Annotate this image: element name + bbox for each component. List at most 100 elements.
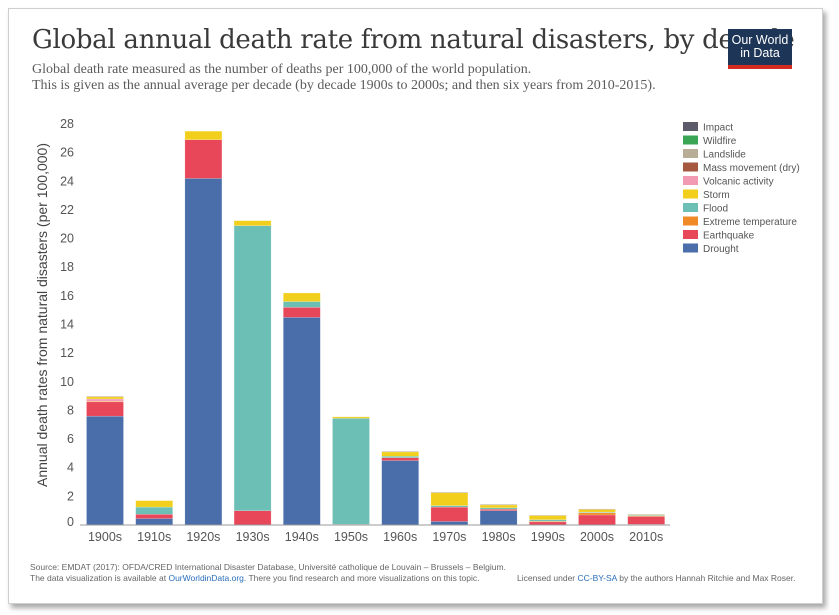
y-tick-label: 18 bbox=[60, 260, 74, 274]
x-tick-label: 1950s bbox=[334, 530, 368, 544]
bar-segment-1900s-drought[interactable] bbox=[86, 415, 124, 526]
legend-swatch-flood[interactable] bbox=[683, 203, 698, 212]
bar-segment-1960s-storm[interactable] bbox=[381, 451, 419, 457]
bar-segment-1900s-landslide[interactable] bbox=[86, 395, 124, 398]
x-tick-label: 1920s bbox=[186, 530, 220, 544]
bar-segment-1970s-storm[interactable] bbox=[430, 492, 469, 506]
y-tick-label: 4 bbox=[67, 461, 74, 475]
y-tick-label: 20 bbox=[60, 232, 74, 246]
x-tick-label: 1960s bbox=[383, 530, 417, 544]
bar-segment-1960s-earthquake[interactable] bbox=[381, 457, 419, 461]
legend-label[interactable]: Earthquake bbox=[703, 231, 755, 242]
bar-segment-1900s-volcanic-activity[interactable] bbox=[86, 398, 124, 402]
legend-swatch-wildfire[interactable] bbox=[683, 135, 698, 145]
legend-swatch-landslide[interactable] bbox=[683, 149, 698, 158]
legend-label[interactable]: Volcanic activity bbox=[703, 177, 774, 188]
y-tick-label: 16 bbox=[60, 289, 74, 303]
bar-segment-1900s-earthquake[interactable] bbox=[86, 401, 124, 417]
bar-segment-1970s-landslide[interactable] bbox=[430, 491, 469, 494]
bar-segment-2000s-earthquake[interactable] bbox=[578, 514, 616, 526]
legend-swatch-mass-movement-dry-[interactable] bbox=[683, 162, 698, 172]
legend-label[interactable]: Wildfire bbox=[703, 136, 737, 147]
legend-label[interactable]: Drought bbox=[703, 244, 739, 255]
bar-segment-1980s-drought[interactable] bbox=[479, 510, 518, 526]
bar-segment-1900s-storm[interactable] bbox=[86, 396, 124, 400]
bar-segment-1930s-storm[interactable] bbox=[233, 220, 272, 226]
logo-line2: in Data bbox=[740, 46, 780, 60]
availability-suffix: . There you find research and more visua… bbox=[243, 573, 480, 583]
bar-segment-2010s-landslide[interactable] bbox=[627, 514, 665, 516]
source-note: Source: EMDAT (2017): OFDA/CRED Internat… bbox=[30, 562, 506, 572]
bar-segment-1990s-landslide[interactable] bbox=[529, 514, 567, 516]
bar-segment-1960s-landslide[interactable] bbox=[381, 450, 419, 453]
legend-label[interactable]: Extreme temperature bbox=[703, 217, 797, 228]
bar-segment-1980s-landslide[interactable] bbox=[479, 503, 518, 506]
y-axis-label: Annual death rates from natural disaster… bbox=[34, 143, 50, 487]
license-suffix: by the authors Hannah Ritchie and Max Ro… bbox=[616, 573, 796, 583]
bar-segment-1910s-flood[interactable] bbox=[135, 506, 173, 515]
bar-segment-2010s-earthquake[interactable] bbox=[627, 516, 665, 525]
bars bbox=[86, 130, 665, 526]
bar-segment-2000s-extreme-temperature[interactable] bbox=[578, 512, 616, 516]
bar-segment-1950s-storm[interactable] bbox=[332, 416, 370, 419]
legend: Impact Wildfire Landslide Mass movement (dr… bbox=[683, 122, 800, 255]
bar-segment-1940s-flood[interactable] bbox=[283, 301, 321, 308]
legend-swatch-extreme-temperature[interactable] bbox=[683, 216, 698, 226]
bar-segment-1930s-flood[interactable] bbox=[233, 225, 272, 511]
chart-subtitle-line2: This is given as the annual average per … bbox=[32, 78, 656, 93]
x-axis: 1900s 1910s 1920s 1930s 1940s 1950s 1960s 1970s… bbox=[80, 524, 670, 544]
legend-label[interactable]: Flood bbox=[703, 204, 728, 215]
bar-segment-1950s-flood[interactable] bbox=[332, 418, 370, 525]
license-note: Licensed under CC-BY-SA by the authors H… bbox=[517, 573, 795, 583]
legend-label[interactable]: Landslide bbox=[703, 150, 746, 161]
x-tick-label: 1900s bbox=[88, 530, 122, 544]
legend-label[interactable]: Mass movement (dry) bbox=[703, 163, 800, 174]
bar-segment-1920s-storm[interactable] bbox=[184, 130, 223, 141]
y-tick-label: 12 bbox=[60, 346, 74, 360]
bar-segment-1980s-storm[interactable] bbox=[479, 504, 518, 509]
bar-segment-1940s-drought[interactable] bbox=[283, 317, 321, 526]
bar-segment-1970s-drought[interactable] bbox=[430, 521, 469, 526]
bar-segment-1920s-drought[interactable] bbox=[184, 178, 223, 526]
legend-swatch-volcanic-activity[interactable] bbox=[683, 176, 698, 185]
bar-segment-1960s-drought[interactable] bbox=[381, 460, 419, 526]
legend-swatch-earthquake[interactable] bbox=[683, 230, 698, 239]
bar-segment-1990s-storm[interactable] bbox=[529, 515, 567, 520]
bar-segment-1930s-earthquake[interactable] bbox=[233, 510, 272, 526]
x-tick-label: 1940s bbox=[285, 530, 319, 544]
x-tick-label: 1910s bbox=[137, 530, 171, 544]
bar-segment-1940s-earthquake[interactable] bbox=[283, 307, 321, 318]
x-tick-label: 2000s bbox=[580, 530, 614, 544]
bar-segment-1970s-earthquake[interactable] bbox=[430, 506, 469, 522]
bar-segment-1990s-extreme-temperature[interactable] bbox=[529, 520, 567, 523]
y-tick-label: 2 bbox=[67, 489, 74, 503]
bar-segment-1910s-drought[interactable] bbox=[135, 518, 173, 526]
y-tick-label: 0 bbox=[67, 515, 74, 529]
x-tick-label: 2010s bbox=[629, 530, 663, 544]
y-tick-label: 6 bbox=[67, 432, 74, 446]
y-tick-label: 14 bbox=[60, 318, 74, 332]
x-tick-label: 1990s bbox=[531, 530, 565, 544]
availability-note: The data visualization is available at O… bbox=[30, 573, 480, 583]
y-tick-label: 22 bbox=[60, 203, 74, 217]
legend-swatch-impact[interactable] bbox=[683, 122, 698, 131]
bar-segment-1940s-storm[interactable] bbox=[283, 292, 321, 302]
bar-segment-1920s-earthquake[interactable] bbox=[184, 139, 223, 179]
owid-logo[interactable]: Our World in Data bbox=[728, 29, 792, 69]
y-tick-label: 26 bbox=[60, 146, 74, 160]
license-prefix: Licensed under bbox=[517, 573, 578, 583]
bar-segment-1910s-storm[interactable] bbox=[135, 500, 173, 508]
y-tick-label: 8 bbox=[67, 403, 74, 417]
y-tick-label: 24 bbox=[60, 174, 74, 188]
owid-link[interactable]: OurWorldinData.org bbox=[168, 573, 244, 583]
legend-swatch-storm[interactable] bbox=[683, 189, 698, 199]
legend-swatch-drought[interactable] bbox=[683, 243, 698, 253]
legend-label[interactable]: Storm bbox=[703, 190, 730, 201]
legend-label[interactable]: Impact bbox=[703, 123, 733, 134]
bar-segment-2000s-landslide[interactable] bbox=[578, 508, 616, 510]
license-link[interactable]: CC-BY-SA bbox=[577, 573, 617, 583]
y-tick-label: 28 bbox=[60, 117, 74, 131]
bar-segment-1990s-earthquake[interactable] bbox=[529, 521, 567, 525]
bar-segment-1910s-earthquake[interactable] bbox=[135, 514, 173, 519]
